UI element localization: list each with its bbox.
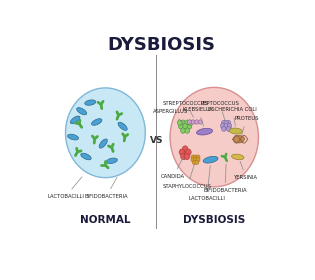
Ellipse shape <box>180 120 185 125</box>
Text: CANDIDA: CANDIDA <box>161 158 185 179</box>
Ellipse shape <box>177 120 182 125</box>
Ellipse shape <box>179 149 185 155</box>
Ellipse shape <box>182 146 188 152</box>
Text: KLEBSIELLA: KLEBSIELLA <box>183 107 213 126</box>
Ellipse shape <box>180 128 185 133</box>
Ellipse shape <box>196 158 200 162</box>
Ellipse shape <box>170 87 258 187</box>
Ellipse shape <box>185 120 190 125</box>
Text: LACTOBACILLI: LACTOBACILLI <box>47 177 84 199</box>
Ellipse shape <box>106 158 117 164</box>
Ellipse shape <box>220 123 225 128</box>
Ellipse shape <box>185 128 190 133</box>
Ellipse shape <box>85 100 96 105</box>
Ellipse shape <box>184 153 190 160</box>
Ellipse shape <box>191 120 195 124</box>
Ellipse shape <box>224 123 228 128</box>
Ellipse shape <box>195 120 199 124</box>
Ellipse shape <box>188 120 193 125</box>
Ellipse shape <box>118 122 127 130</box>
Ellipse shape <box>224 120 228 125</box>
Ellipse shape <box>187 124 192 129</box>
Ellipse shape <box>221 120 226 125</box>
Text: NORMAL: NORMAL <box>80 215 131 225</box>
Text: BIFIDOBACTERIA: BIFIDOBACTERIA <box>85 177 128 199</box>
Ellipse shape <box>186 149 191 155</box>
Ellipse shape <box>92 119 102 125</box>
Ellipse shape <box>81 153 91 160</box>
Text: DYSBIOSIS: DYSBIOSIS <box>107 36 215 54</box>
Ellipse shape <box>193 158 198 162</box>
Text: PROTEUS: PROTEUS <box>235 116 259 134</box>
Ellipse shape <box>203 156 218 163</box>
Ellipse shape <box>234 136 244 143</box>
Ellipse shape <box>191 155 195 159</box>
Ellipse shape <box>68 134 78 140</box>
Ellipse shape <box>226 120 231 125</box>
Ellipse shape <box>187 120 192 124</box>
Ellipse shape <box>183 124 187 129</box>
Ellipse shape <box>232 154 244 160</box>
Ellipse shape <box>229 128 243 134</box>
Text: ASPERGILLUS: ASPERGILLUS <box>153 109 188 123</box>
Ellipse shape <box>179 124 183 129</box>
Ellipse shape <box>192 160 196 164</box>
Ellipse shape <box>99 139 107 148</box>
Ellipse shape <box>226 127 231 131</box>
Text: VS: VS <box>150 136 163 145</box>
Text: BIFIDOBACTERIA: BIFIDOBACTERIA <box>203 164 247 193</box>
Ellipse shape <box>221 127 226 131</box>
Text: DYSBIOSIS: DYSBIOSIS <box>183 215 245 225</box>
Ellipse shape <box>195 160 199 164</box>
Ellipse shape <box>193 155 198 159</box>
Ellipse shape <box>70 116 80 124</box>
Ellipse shape <box>198 120 203 124</box>
Ellipse shape <box>180 153 186 160</box>
Ellipse shape <box>227 123 232 128</box>
Ellipse shape <box>191 158 195 162</box>
Ellipse shape <box>66 88 145 178</box>
Text: YERSINIA: YERSINIA <box>234 161 258 180</box>
Ellipse shape <box>77 108 87 115</box>
Text: STREPTOCOCCUS: STREPTOCOCCUS <box>163 101 209 117</box>
Ellipse shape <box>197 128 213 135</box>
Ellipse shape <box>196 155 200 159</box>
Text: STAPHYLOCOCCUS: STAPHYLOCOCCUS <box>163 165 212 189</box>
Text: ESCHERICHIA COLI: ESCHERICHIA COLI <box>208 107 257 126</box>
Text: PEPTOCOCCUS: PEPTOCOCCUS <box>200 101 239 121</box>
Text: LACTOBACILLI: LACTOBACILLI <box>188 166 225 200</box>
